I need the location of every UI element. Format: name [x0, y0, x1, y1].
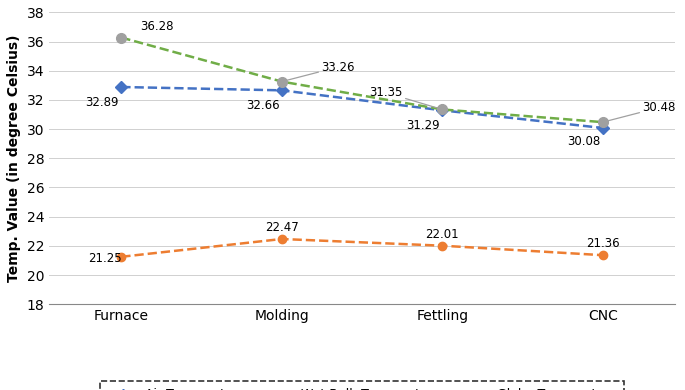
Text: 31.35: 31.35	[369, 86, 443, 110]
Text: 36.28: 36.28	[140, 20, 174, 33]
Text: 22.47: 22.47	[265, 221, 299, 234]
Text: 21.36: 21.36	[586, 237, 619, 250]
Text: 31.29: 31.29	[406, 119, 440, 132]
Text: 33.26: 33.26	[282, 60, 355, 82]
Text: 21.25: 21.25	[88, 252, 122, 265]
Text: 32.89: 32.89	[86, 96, 119, 109]
Text: 32.66: 32.66	[246, 99, 279, 112]
Text: 30.08: 30.08	[567, 135, 600, 148]
Text: 30.48: 30.48	[603, 101, 675, 122]
Y-axis label: Temp. Value (in degree Celsius): Temp. Value (in degree Celsius)	[7, 35, 21, 282]
Legend: Air Temperature, Wet Bulb Temperature, Globe Temperature: Air Temperature, Wet Bulb Temperature, G…	[99, 381, 625, 390]
Text: 22.01: 22.01	[425, 228, 459, 241]
